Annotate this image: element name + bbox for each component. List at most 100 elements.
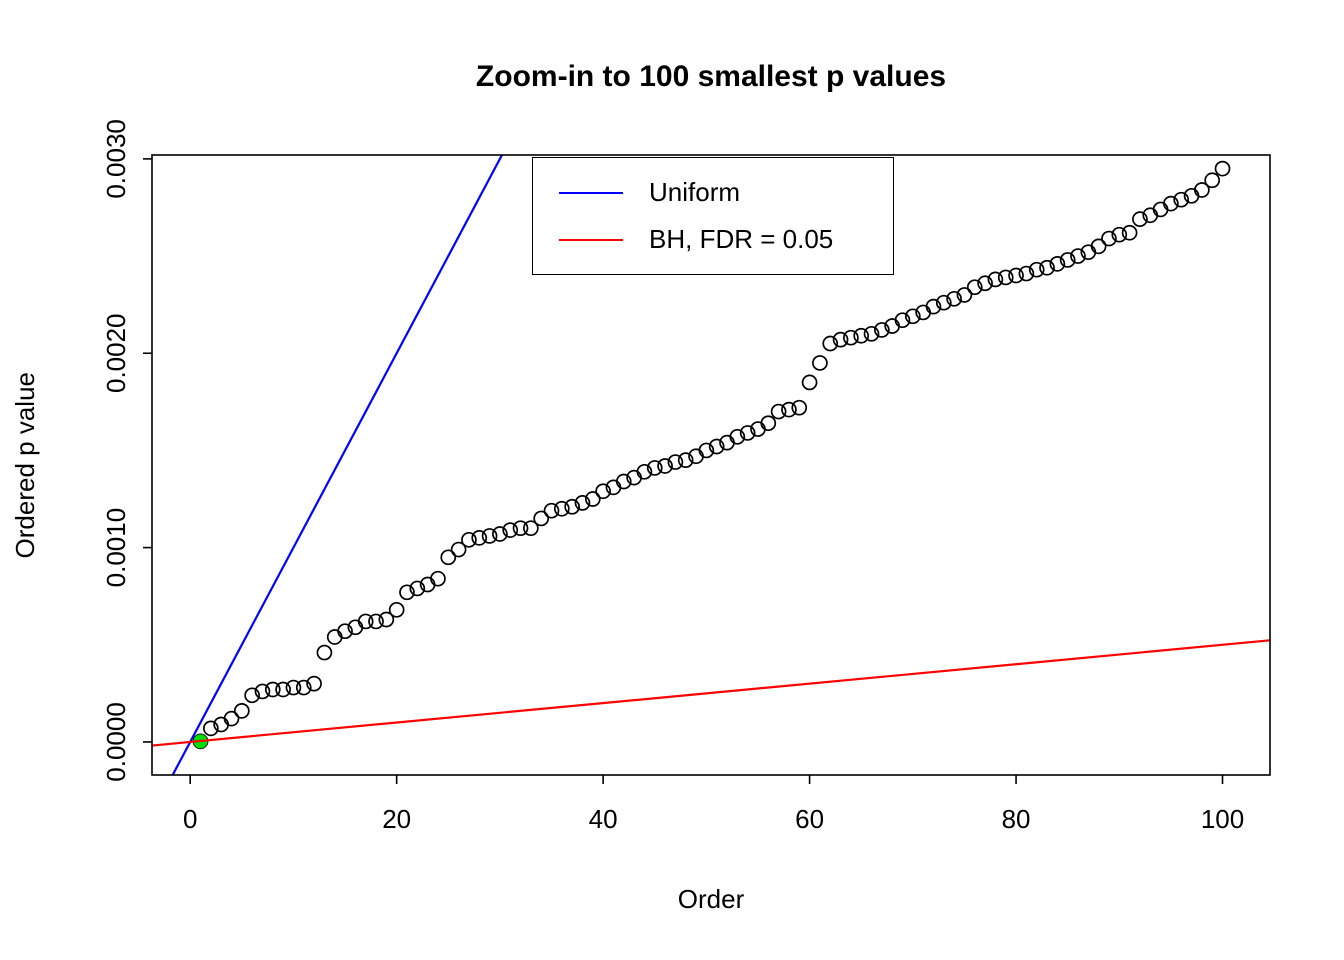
data-point bbox=[564, 498, 581, 515]
data-point bbox=[1194, 182, 1210, 198]
data-point bbox=[1008, 267, 1024, 284]
legend-line-sample bbox=[559, 191, 623, 194]
data-point bbox=[512, 520, 529, 537]
bh_line bbox=[152, 639, 1270, 747]
data-point bbox=[244, 687, 260, 704]
x-tick-label: 0 bbox=[183, 804, 197, 834]
data-point bbox=[461, 531, 477, 548]
data-point bbox=[729, 428, 746, 445]
x-tick-label: 100 bbox=[1201, 804, 1244, 834]
data-point bbox=[1070, 248, 1086, 264]
y-tick-label: 0.0020 bbox=[101, 313, 131, 393]
data-point bbox=[1132, 211, 1148, 227]
data-point bbox=[925, 298, 942, 315]
x-tick-label: 20 bbox=[382, 804, 411, 834]
data-point bbox=[698, 442, 715, 459]
data-point bbox=[543, 502, 560, 519]
data-point bbox=[378, 611, 395, 628]
data-point bbox=[739, 425, 756, 441]
data-point bbox=[595, 483, 611, 500]
data-point bbox=[1152, 201, 1169, 218]
legend-entry: BH, FDR = 0.05 bbox=[533, 216, 893, 263]
data-point bbox=[388, 601, 405, 618]
data-point bbox=[636, 463, 653, 480]
data-point bbox=[233, 703, 250, 719]
data-point bbox=[904, 308, 921, 325]
x-axis-title: Order bbox=[677, 884, 745, 914]
data-point bbox=[1163, 195, 1179, 212]
data-point bbox=[409, 580, 426, 597]
data-point bbox=[977, 275, 993, 292]
data-point bbox=[553, 500, 570, 517]
x-tick-label: 80 bbox=[1002, 804, 1031, 834]
data-point bbox=[337, 623, 353, 640]
data-point bbox=[1090, 238, 1107, 255]
data-point bbox=[760, 415, 777, 432]
data-point bbox=[440, 549, 457, 566]
legend-line-sample bbox=[559, 238, 623, 241]
data-point bbox=[492, 526, 508, 542]
data-point bbox=[894, 312, 911, 329]
data-point bbox=[368, 613, 384, 630]
data-point bbox=[254, 683, 271, 700]
data-point bbox=[1121, 224, 1138, 241]
data-point bbox=[822, 335, 839, 352]
data-point bbox=[316, 644, 333, 661]
y-tick-label: 0.0030 bbox=[101, 119, 131, 199]
data-point bbox=[1039, 259, 1055, 276]
x-tick-label: 40 bbox=[589, 804, 618, 834]
data-point bbox=[430, 570, 446, 587]
data-point bbox=[574, 495, 591, 511]
data-point bbox=[1214, 160, 1231, 177]
data-point bbox=[667, 454, 684, 470]
data-point bbox=[1059, 252, 1076, 268]
data-point bbox=[863, 325, 880, 342]
data-point bbox=[1018, 265, 1035, 282]
data-point bbox=[812, 355, 828, 371]
data-point bbox=[843, 329, 859, 346]
data-point bbox=[481, 528, 498, 544]
data-point bbox=[357, 613, 374, 630]
data-point bbox=[223, 710, 240, 727]
data-point bbox=[657, 458, 673, 474]
plot-frame bbox=[151, 154, 1271, 776]
data-point bbox=[399, 584, 415, 601]
data-point bbox=[956, 287, 973, 303]
data-point bbox=[1049, 255, 1066, 272]
data-point bbox=[801, 374, 818, 391]
data-point bbox=[873, 322, 890, 338]
data-point bbox=[615, 473, 632, 490]
x-tick-label: 60 bbox=[795, 804, 824, 834]
data-point bbox=[987, 271, 1004, 288]
data-point bbox=[1173, 191, 1190, 208]
legend-label: Uniform bbox=[649, 177, 741, 207]
data-point bbox=[450, 541, 467, 558]
data-point bbox=[295, 679, 312, 696]
y-tick-label: 0.0010 bbox=[101, 508, 131, 588]
data-point bbox=[1028, 261, 1045, 278]
data-point bbox=[832, 331, 849, 348]
data-point bbox=[285, 679, 302, 696]
data-point bbox=[677, 452, 694, 468]
y-tick-label: 0.0000 bbox=[101, 702, 131, 782]
data-point bbox=[306, 675, 322, 692]
data-point bbox=[1101, 230, 1117, 247]
legend-label: BH, FDR = 0.05 bbox=[649, 224, 834, 254]
data-point bbox=[708, 438, 725, 455]
data-point bbox=[853, 327, 870, 344]
legend-entry: Uniform bbox=[533, 169, 893, 216]
data-point bbox=[533, 510, 550, 527]
chart-title: Zoom-in to 100 smallest p values bbox=[475, 60, 947, 93]
data-point bbox=[966, 279, 983, 296]
data-point bbox=[471, 530, 488, 546]
ordered_p_values bbox=[192, 160, 1231, 750]
data-point bbox=[997, 269, 1014, 286]
data-point bbox=[275, 681, 291, 698]
data-point bbox=[791, 399, 808, 416]
data-point bbox=[523, 520, 539, 537]
data-point bbox=[1111, 226, 1128, 243]
data-point bbox=[202, 720, 219, 737]
data-point bbox=[584, 491, 601, 507]
